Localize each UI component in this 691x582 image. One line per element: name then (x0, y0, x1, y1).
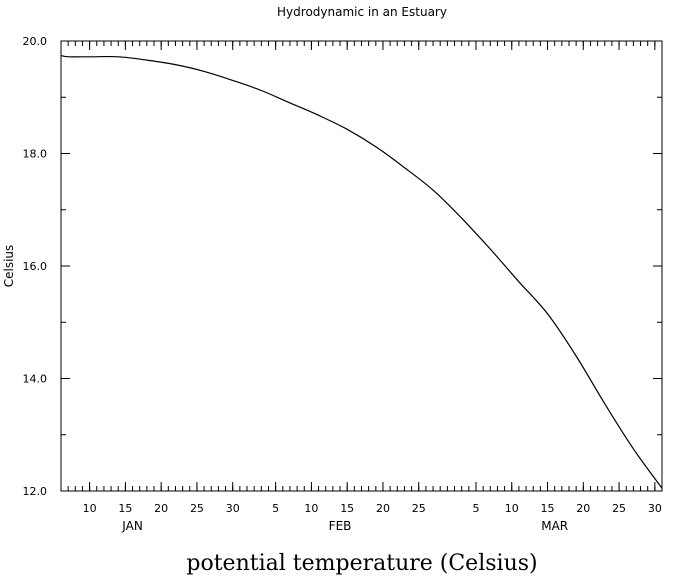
x-month-label: JAN (121, 519, 143, 533)
x-tick-label: 30 (648, 502, 662, 515)
series-line (60, 55, 663, 489)
x-tick-label: 25 (190, 502, 204, 515)
y-tick-labels: 12.0 14.0 16.0 18.0 20.0 (23, 35, 48, 498)
x-tick-label: 30 (226, 502, 240, 515)
y-tick-label: 14.0 (23, 373, 48, 386)
x-tick-label: 25 (612, 502, 626, 515)
plot-frame (60, 40, 663, 492)
x-tick-label: 15 (340, 502, 354, 515)
axis-ticks (60, 40, 663, 492)
y-tick-label: 18.0 (23, 148, 48, 161)
y-tick-label: 20.0 (23, 35, 48, 48)
chart-title: Hydrodynamic in an Estuary (277, 5, 447, 19)
x-tick-label: 20 (154, 502, 168, 515)
x-month-label: MAR (541, 519, 568, 533)
x-tick-label: 10 (505, 502, 519, 515)
month-labels: JAN FEB MAR (121, 519, 568, 533)
y-tick-label: 12.0 (23, 485, 48, 498)
x-tick-label: 10 (304, 502, 318, 515)
y-axis-label: Celsius (2, 245, 16, 288)
x-tick-labels: 10 15 20 25 30 5 10 15 20 25 5 10 15 20 25 30 (83, 502, 662, 515)
y-tick-label: 16.0 (23, 260, 48, 273)
x-tick-label: 5 (272, 502, 279, 515)
x-month-label: FEB (329, 519, 352, 533)
x-axis-label: potential temperature (Celsius) (186, 551, 537, 576)
x-tick-label: 15 (118, 502, 132, 515)
x-tick-label: 5 (472, 502, 479, 515)
x-tick-label: 10 (83, 502, 97, 515)
x-tick-label: 20 (376, 502, 390, 515)
x-tick-label: 25 (412, 502, 426, 515)
x-tick-label: 20 (576, 502, 590, 515)
x-tick-label: 15 (541, 502, 555, 515)
